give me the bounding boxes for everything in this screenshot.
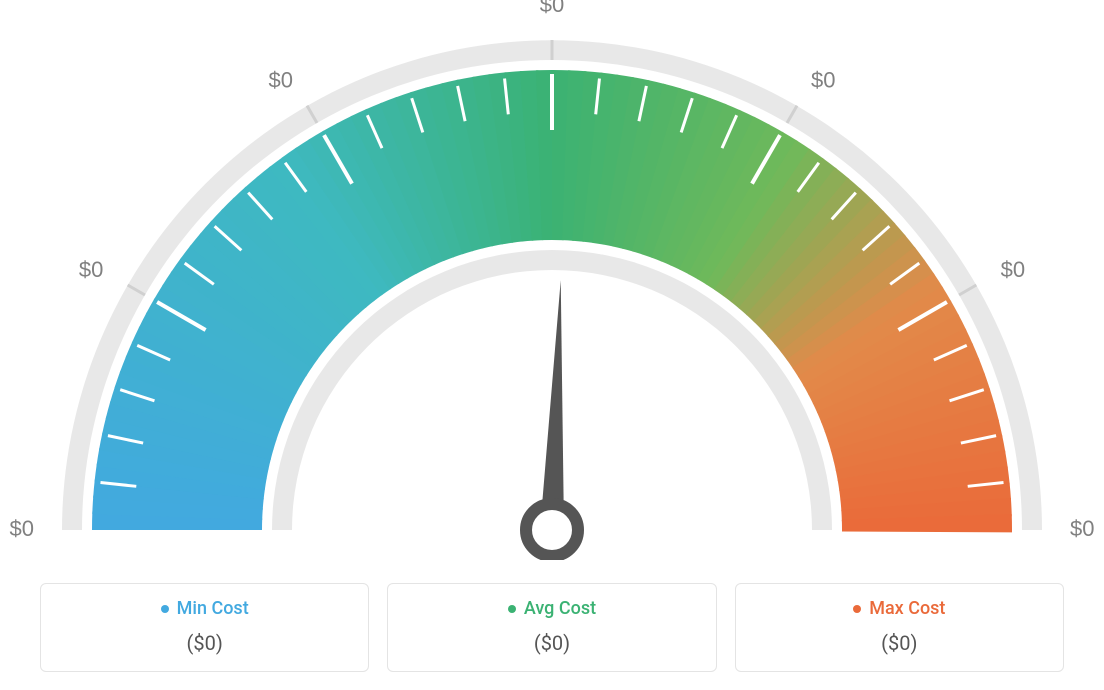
svg-text:$0: $0	[79, 257, 103, 282]
legend-title-max: Max Cost	[853, 598, 945, 619]
svg-text:$0: $0	[1001, 257, 1025, 282]
dot-icon	[508, 605, 516, 613]
legend-label: Max Cost	[869, 598, 945, 619]
legend-title-min: Min Cost	[161, 598, 249, 619]
legend-value-avg: ($0)	[398, 631, 705, 655]
legend-title-avg: Avg Cost	[508, 598, 596, 619]
dot-icon	[161, 605, 169, 613]
legend-card-min: Min Cost ($0)	[40, 583, 369, 673]
gauge-svg: $0 $0 $0 $0 $0 $0 $0	[0, 0, 1104, 560]
legend-row: Min Cost ($0) Avg Cost ($0) Max Cost ($0…	[40, 583, 1064, 673]
svg-text:$0: $0	[269, 67, 293, 92]
legend-card-avg: Avg Cost ($0)	[387, 583, 716, 673]
cost-gauge: $0 $0 $0 $0 $0 $0 $0	[0, 0, 1104, 560]
svg-text:$0: $0	[811, 67, 835, 92]
legend-card-max: Max Cost ($0)	[735, 583, 1064, 673]
legend-label: Avg Cost	[524, 598, 596, 619]
svg-text:$0: $0	[10, 516, 34, 541]
svg-text:$0: $0	[540, 0, 564, 17]
legend-label: Min Cost	[177, 598, 249, 619]
legend-value-max: ($0)	[746, 631, 1053, 655]
legend-value-min: ($0)	[51, 631, 358, 655]
dot-icon	[853, 605, 861, 613]
svg-text:$0: $0	[1070, 516, 1094, 541]
